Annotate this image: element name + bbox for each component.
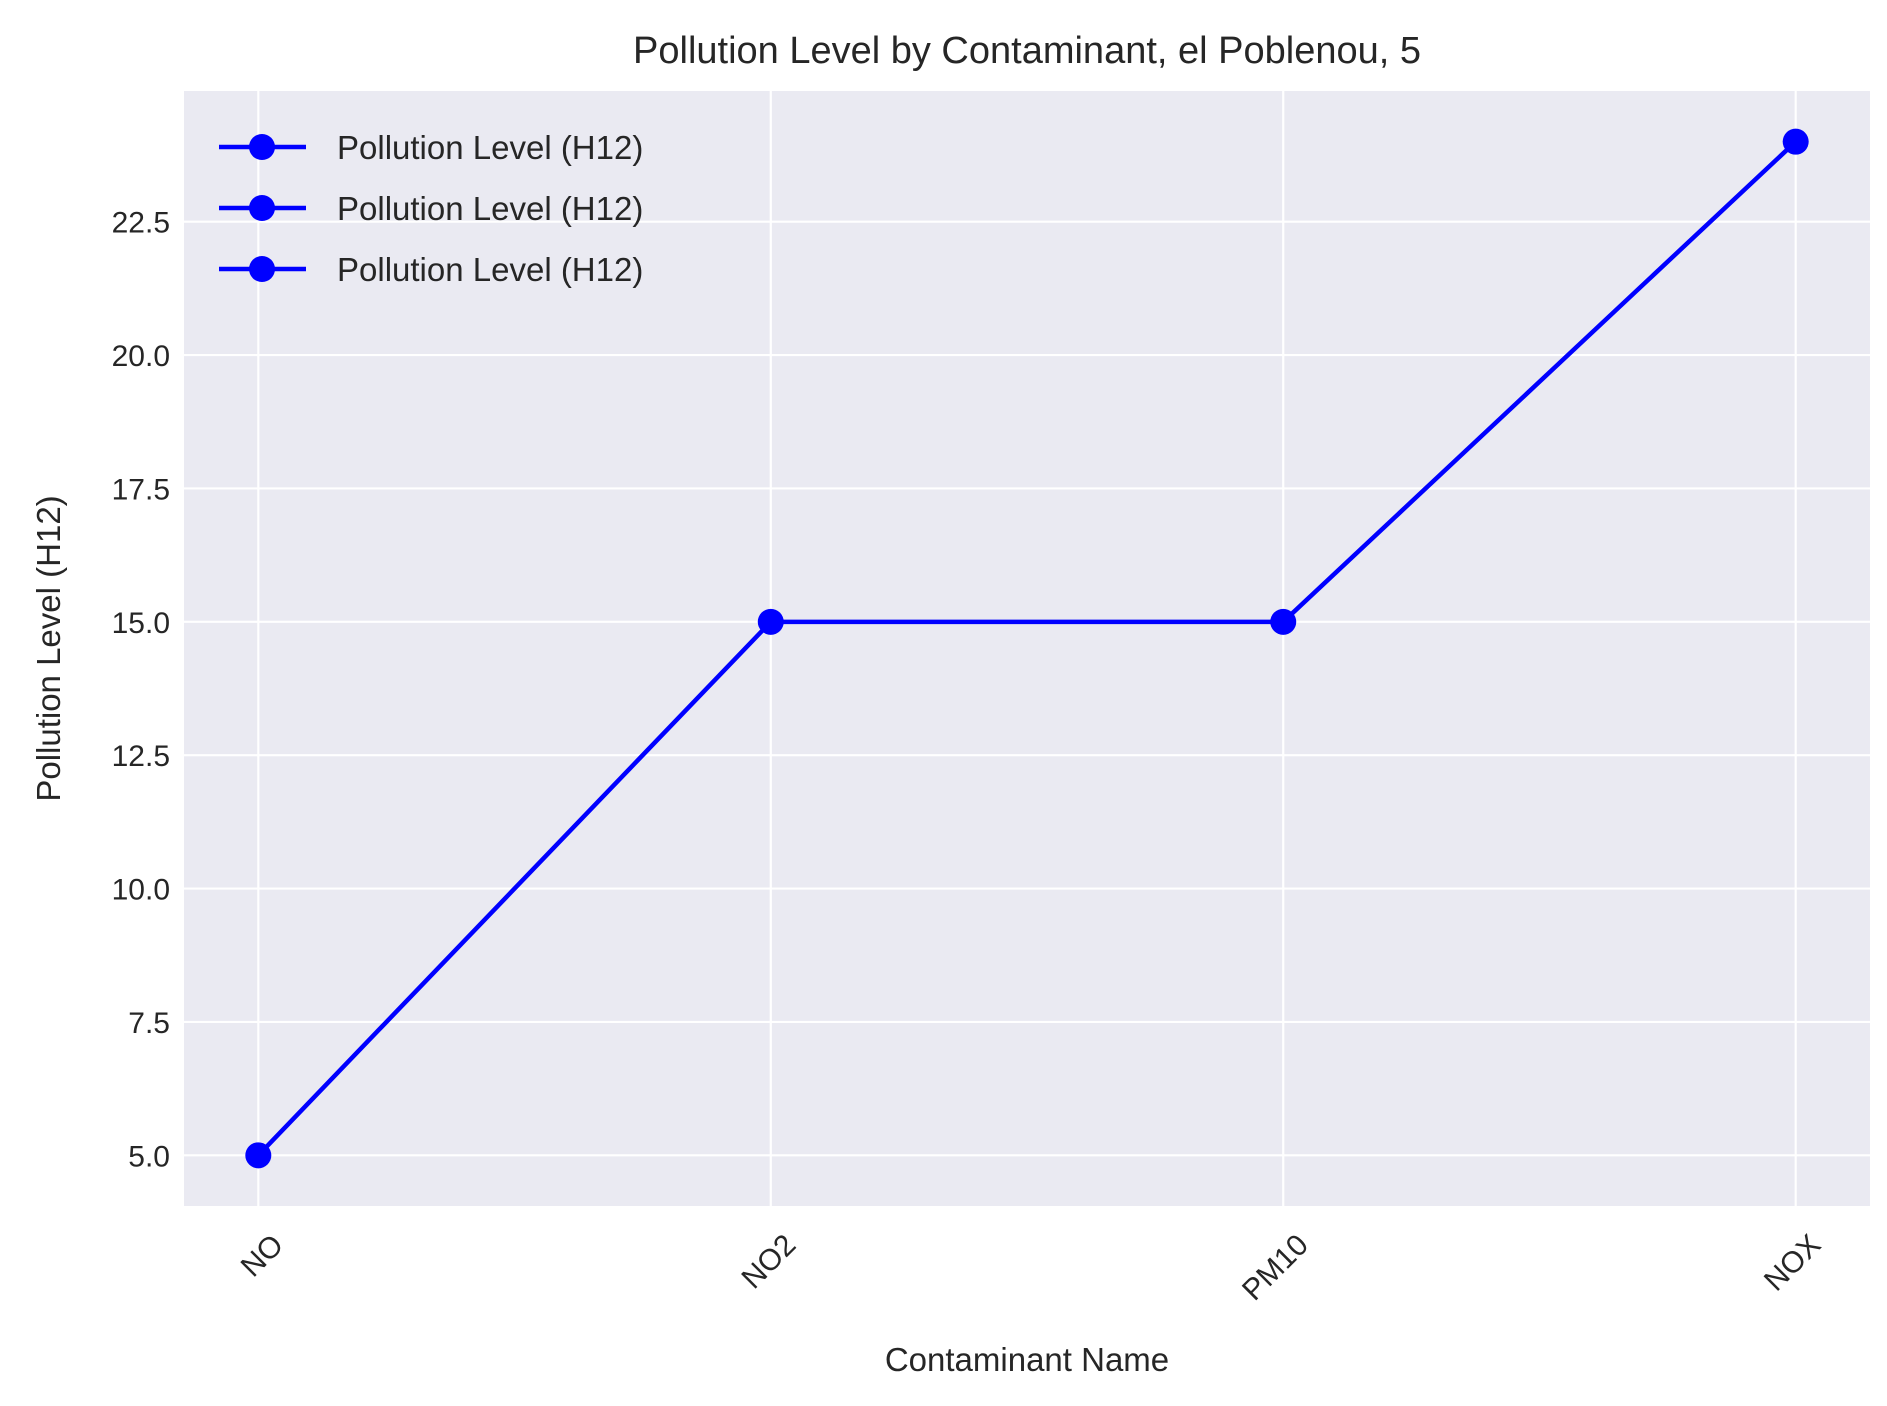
legend-label: Pollution Level (H12) <box>337 190 643 227</box>
series-layer <box>245 128 1809 1169</box>
data-point <box>245 1142 272 1169</box>
legend-label: Pollution Level (H12) <box>337 129 643 166</box>
y-tick-label: 7.5 <box>128 1007 170 1040</box>
y-tick-label: 10.0 <box>112 874 170 907</box>
legend-label: Pollution Level (H12) <box>337 251 643 288</box>
y-tick-label: 22.5 <box>112 207 170 240</box>
data-point <box>1270 608 1297 635</box>
legend-marker <box>249 256 275 282</box>
y-axis-label: Pollution Level (H12) <box>30 495 67 801</box>
legend: Pollution Level (H12) Pollution Level (H1… <box>219 129 643 288</box>
legend-marker <box>249 134 275 160</box>
y-axis-ticks: 5.0 7.5 10.0 12.5 15.0 17.5 20.0 22.5 <box>112 207 170 1174</box>
legend-marker <box>249 195 275 221</box>
plot-area <box>184 91 1870 1206</box>
y-tick-label: 17.5 <box>112 473 170 506</box>
data-point <box>757 608 784 635</box>
y-tick-label: 15.0 <box>112 607 170 640</box>
y-tick-label: 5.0 <box>128 1140 170 1173</box>
grid <box>184 91 1870 1206</box>
y-tick-label: 12.5 <box>112 740 170 773</box>
series-line <box>256 140 1798 1157</box>
data-point <box>1782 128 1809 155</box>
y-tick-label: 20.0 <box>112 340 170 373</box>
x-axis-label: Contaminant Name <box>885 1341 1169 1378</box>
chart-title: Pollution Level by Contaminant, el Poble… <box>633 30 1421 72</box>
